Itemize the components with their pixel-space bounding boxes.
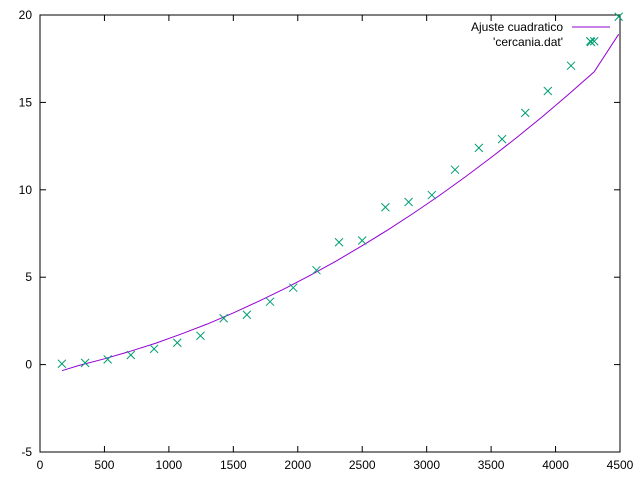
x-tick-label: 500 — [94, 458, 114, 472]
data-point — [450, 165, 460, 175]
legend-swatch-data — [586, 37, 596, 47]
data-point — [149, 344, 159, 354]
y-tick-label: 0 — [25, 358, 32, 372]
data-point — [80, 358, 90, 368]
data-point — [589, 36, 599, 46]
y-tick-label: 15 — [19, 95, 33, 109]
axis-ticks — [39, 14, 621, 453]
y-tick-label: 5 — [25, 270, 32, 284]
x-tick-label: 1000 — [156, 458, 183, 472]
data-point — [242, 310, 252, 320]
data-point — [126, 350, 136, 360]
data-point — [288, 283, 298, 293]
data-point — [566, 61, 576, 71]
data-point — [103, 355, 113, 364]
data-point — [427, 190, 437, 200]
data-point — [219, 313, 229, 323]
x-tick-label: 2500 — [349, 458, 376, 472]
legend-label-fit: Ajuste cuadratico — [471, 20, 563, 34]
data-point — [196, 331, 205, 341]
data-point — [497, 134, 507, 144]
data-point — [57, 359, 67, 369]
x-tick-label: 0 — [37, 458, 44, 472]
data-point — [543, 86, 553, 96]
data-points-layer — [57, 12, 624, 369]
data-point — [334, 237, 344, 247]
x-tick-label: 4000 — [542, 458, 569, 472]
legend-cross-marker — [586, 37, 596, 47]
legend: Ajuste cuadratico 'cercania.dat' — [471, 20, 610, 49]
y-tick-label: 10 — [19, 183, 33, 197]
x-tick-label: 4500 — [607, 458, 634, 472]
x-tick-label: 3500 — [478, 458, 505, 472]
fit-curve-line — [61, 33, 620, 372]
plot-border — [39, 14, 621, 453]
data-point — [357, 236, 367, 245]
x-tick-label: 1500 — [220, 458, 247, 472]
fit-curve-layer — [61, 33, 620, 372]
data-point — [474, 143, 484, 153]
x-tick-label: 2000 — [284, 458, 311, 472]
axes-frame — [39, 14, 621, 453]
data-point — [404, 197, 413, 207]
data-point — [265, 297, 275, 307]
data-point — [520, 108, 530, 118]
data-point — [381, 202, 390, 212]
data-point — [614, 12, 624, 22]
y-tick-label: -5 — [21, 445, 32, 459]
data-point — [312, 265, 321, 275]
data-point — [172, 338, 182, 348]
y-tick-label: 20 — [19, 8, 33, 22]
x-tick-label: 3000 — [413, 458, 440, 472]
legend-label-data: 'cercania.dat' — [493, 35, 563, 49]
axis-tick-labels: 0 500 1000 1500 2000 2500 3000 3500 4000 4500 -5 0 5… — [19, 8, 634, 472]
